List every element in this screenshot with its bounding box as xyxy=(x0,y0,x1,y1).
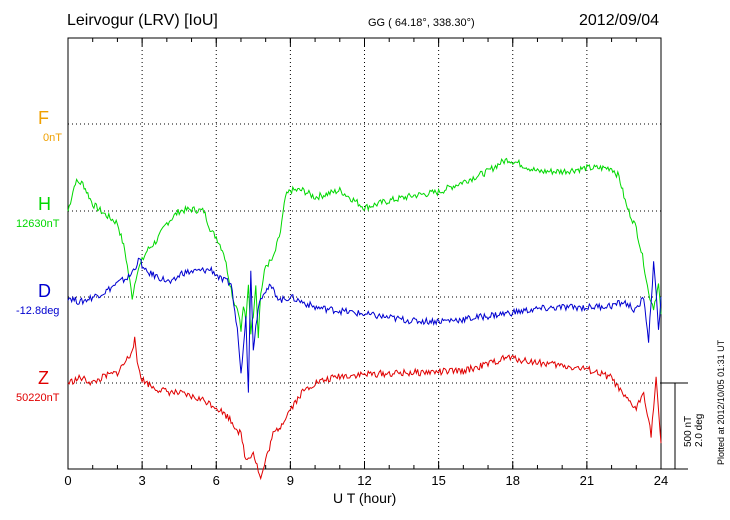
component-h-baseline: 12630nT xyxy=(16,218,60,230)
x-tick-label: 15 xyxy=(431,473,445,488)
component-d-letter: D xyxy=(38,281,51,301)
series-line-h xyxy=(67,157,662,339)
date-label: 2012/09/04 xyxy=(579,12,660,29)
scale-bar-deg: 2.0 deg xyxy=(694,413,705,447)
geographic-coords: GG ( 64.18°, 338.30°) xyxy=(368,17,475,29)
plotted-timestamp: Plotted at 2012/10/05 01:31 UT xyxy=(716,339,726,465)
station-title: Leirvogur (LRV) [IoU] xyxy=(67,12,218,29)
scale-bar xyxy=(661,382,688,470)
x-tick-label: 18 xyxy=(506,473,520,488)
x-tick-label: 12 xyxy=(357,473,371,488)
component-h-letter: H xyxy=(38,194,51,214)
x-tick-label: 3 xyxy=(139,473,146,488)
component-f-letter: F xyxy=(38,108,49,128)
x-tick-label: 24 xyxy=(654,473,668,488)
scale-bar-nt: 500 nT xyxy=(683,415,694,447)
x-axis-label: U T (hour) xyxy=(333,490,397,506)
scale-bar-label: 500 nT 2.0 deg xyxy=(683,414,705,447)
component-z-baseline: 50220nT xyxy=(16,392,60,404)
grid-lines xyxy=(68,38,661,469)
x-tick-label: 0 xyxy=(64,473,71,488)
component-f-baseline: 0nT xyxy=(43,132,62,144)
x-axis-ticks: 0 3 6 9 12 15 18 21 24 xyxy=(64,38,668,488)
series-line-z xyxy=(67,336,662,481)
x-tick-label: 21 xyxy=(580,473,594,488)
component-z-letter: Z xyxy=(38,368,49,388)
series-lines xyxy=(67,157,662,481)
x-tick-label: 9 xyxy=(287,473,294,488)
component-d-baseline: -12.8deg xyxy=(16,305,60,317)
series-line-d xyxy=(67,257,662,393)
x-tick-label: 6 xyxy=(213,473,220,488)
